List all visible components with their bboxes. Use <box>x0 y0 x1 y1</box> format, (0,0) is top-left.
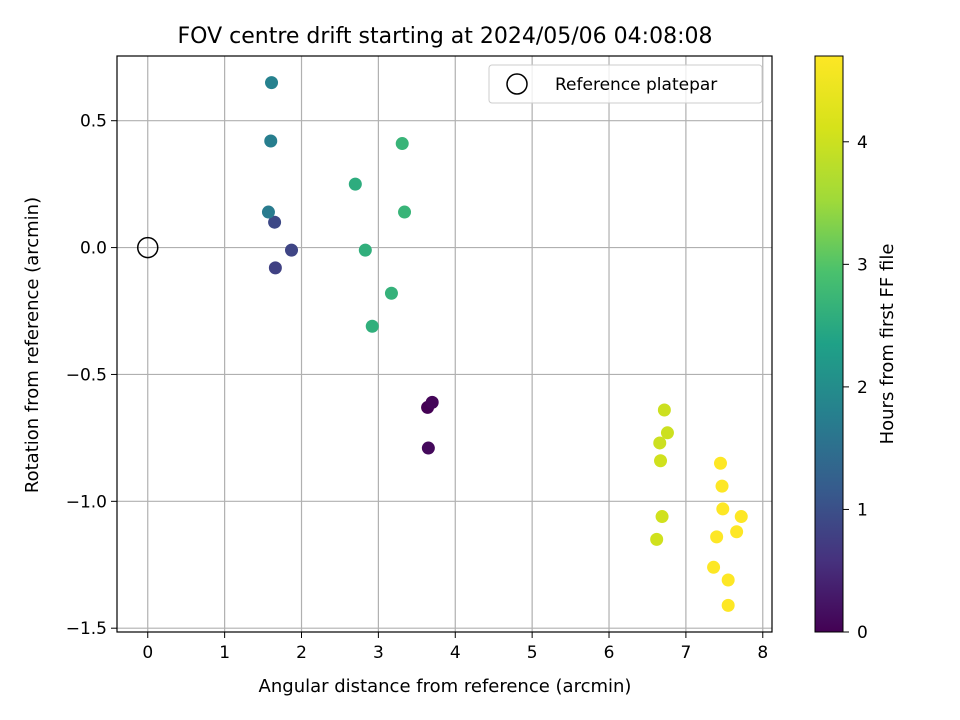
data-point <box>421 441 435 455</box>
y-tick-label: 0.0 <box>80 239 107 259</box>
data-point <box>660 426 674 440</box>
reference-point-circle <box>137 236 159 259</box>
data-point <box>721 598 735 612</box>
data-point <box>365 319 379 333</box>
colorbar-tick-label: 2 <box>857 378 868 398</box>
x-tick-label: 4 <box>450 643 461 663</box>
data-point <box>285 243 299 257</box>
colorbar-label: Hours from first FF file <box>877 244 898 445</box>
data-point <box>721 573 735 587</box>
data-point <box>384 286 398 300</box>
data-point <box>734 510 748 524</box>
data-point <box>268 261 282 275</box>
x-axis-label: Angular distance from reference (arcmin) <box>259 676 632 697</box>
data-points <box>261 76 748 612</box>
colorbar-tick-label: 4 <box>857 133 868 153</box>
data-point <box>261 205 275 219</box>
data-point <box>265 76 279 90</box>
chart-title: FOV centre drift starting at 2024/05/06 … <box>178 24 713 49</box>
legend-box <box>488 64 763 104</box>
data-point <box>398 205 412 219</box>
colorbar: 0 1 2 3 4 Hours from first FF file <box>814 55 898 643</box>
colorbar-tick-label: 0 <box>857 623 868 643</box>
colorbar-ticks: 0 1 2 3 4 <box>843 133 868 643</box>
x-tick-label: 0 <box>142 643 153 663</box>
y-axis-label: Rotation from reference (arcmin) <box>22 197 43 493</box>
x-tick-label: 3 <box>373 643 384 663</box>
legend-label: Reference platepar <box>555 75 717 95</box>
grid-lines <box>117 56 772 632</box>
data-point <box>650 532 664 546</box>
colorbar-gradient <box>814 55 844 633</box>
x-tick-label: 2 <box>296 643 307 663</box>
x-tick-label: 5 <box>527 643 538 663</box>
x-tick-label: 1 <box>219 643 230 663</box>
data-point <box>715 479 729 493</box>
x-tick-label: 6 <box>604 643 615 663</box>
reference-platepar-marker <box>137 236 159 259</box>
data-point <box>268 215 282 229</box>
data-point <box>713 456 727 470</box>
legend-marker-icon <box>506 73 528 95</box>
colorbar-tick-label: 3 <box>857 255 868 275</box>
y-tick-label: 0.5 <box>80 112 107 132</box>
x-tick-label: 8 <box>757 643 768 663</box>
data-point <box>710 530 724 544</box>
data-point <box>425 395 439 409</box>
y-tick-label: −1.0 <box>66 492 107 512</box>
data-point <box>348 177 362 191</box>
data-point <box>716 502 730 516</box>
data-point <box>264 134 278 148</box>
data-point <box>707 560 721 574</box>
y-tick-label: −1.5 <box>66 619 107 639</box>
y-tick-label: −0.5 <box>66 365 107 385</box>
data-point <box>657 403 671 417</box>
data-point <box>730 525 744 539</box>
plot-frame <box>116 55 773 633</box>
legend: Reference platepar <box>488 64 763 104</box>
y-axis-ticks: 0.5 0.0 −0.5 −1.0 −1.5 <box>66 112 117 639</box>
x-axis-ticks: 0 1 2 3 4 5 6 7 8 <box>142 632 768 663</box>
colorbar-tick-label: 1 <box>857 500 868 520</box>
x-tick-label: 7 <box>680 643 691 663</box>
data-point <box>358 243 372 257</box>
data-point <box>653 436 667 450</box>
data-point <box>395 137 409 151</box>
data-point <box>654 454 668 468</box>
data-point <box>655 510 669 524</box>
